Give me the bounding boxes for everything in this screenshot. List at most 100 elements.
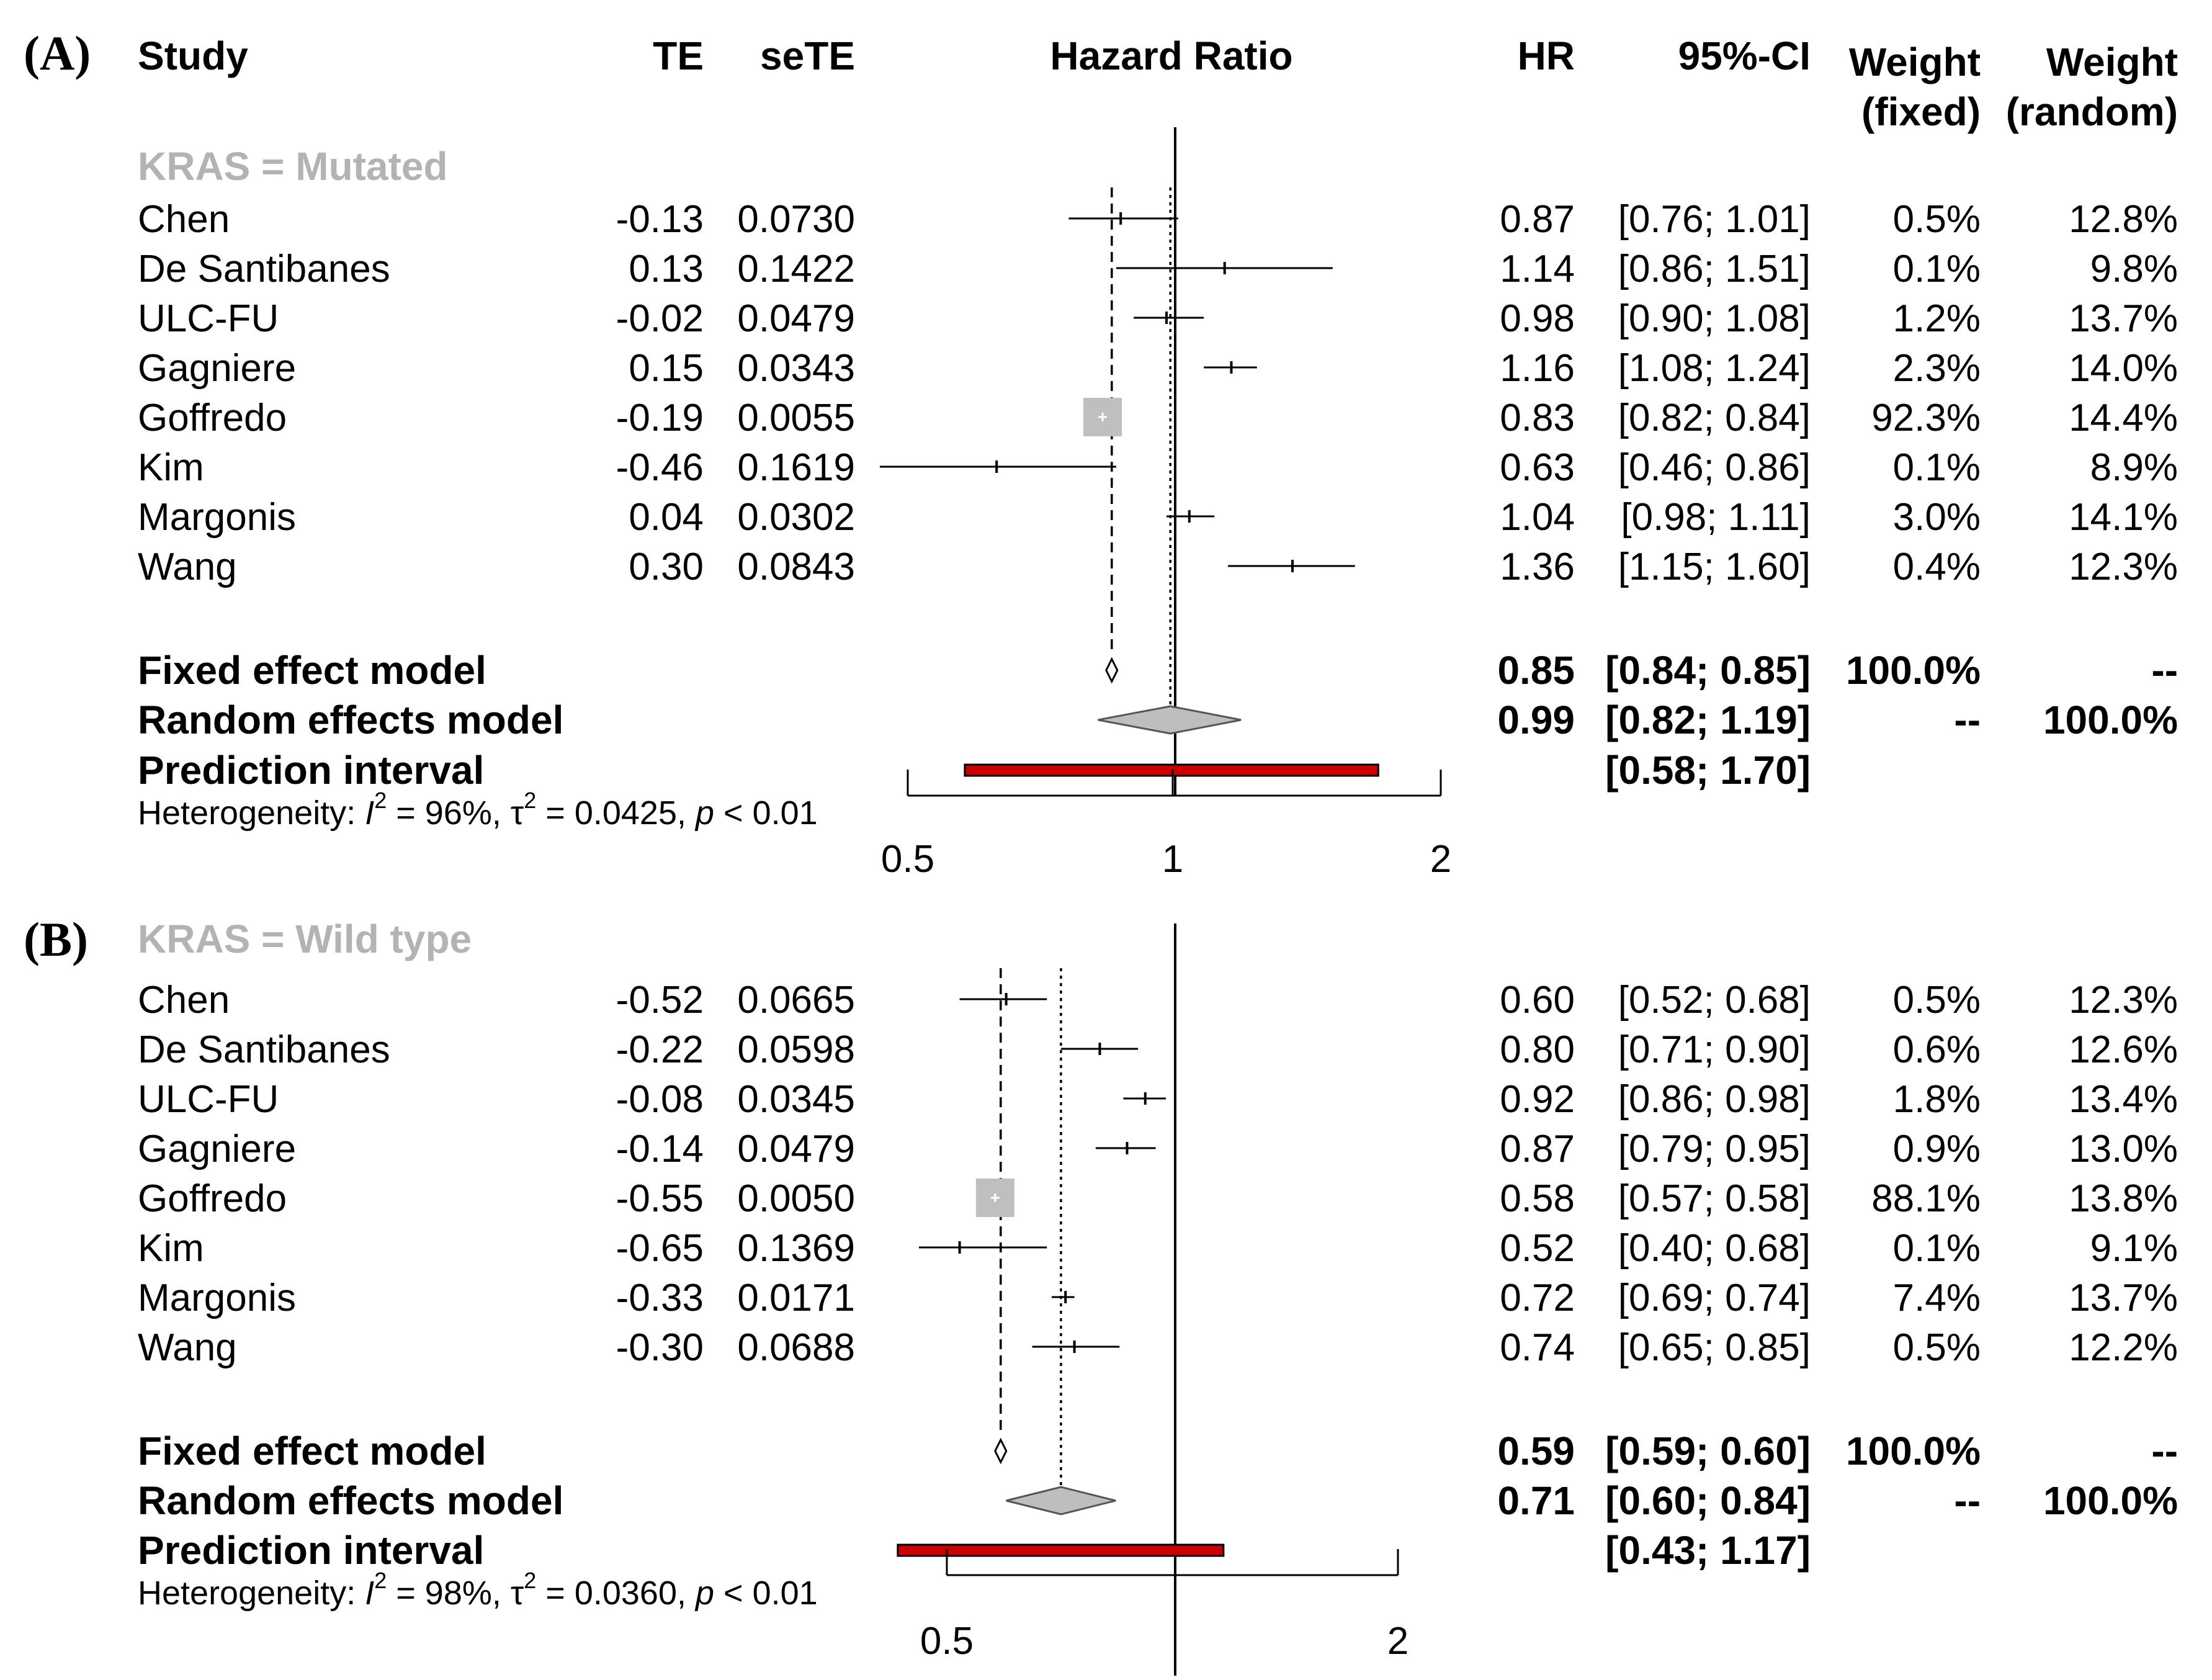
study-name: Goffredo [138, 1177, 287, 1220]
study-ci: [0.86; 0.98] [1618, 1078, 1811, 1121]
study-te: 0.15 [629, 347, 704, 390]
model-weight-fixed: 100.0% [1846, 1429, 1981, 1473]
heterogeneity-text: Heterogeneity: I2 = 96%, τ2 = 0.0425, p … [138, 788, 818, 832]
study-row: Kim -0.46 0.1619 0.63 [0.46; 0.86] 0.1% 8.9% [138, 446, 2178, 489]
fixed-effect-row: Fixed effect model 0.59 [0.59; 0.60] 100.0%… [138, 1429, 2178, 1473]
study-row: De Santibanes -0.22 0.0598 0.80 [0.71; 0.90]… [138, 1028, 2178, 1071]
model-ci: [0.82; 1.19] [1605, 698, 1811, 742]
study-name: Margonis [138, 496, 296, 539]
study-name: De Santibanes [138, 1028, 390, 1071]
study-row: Goffredo -0.19 0.0055 0.83 [0.82; 0.84] 92.3%… [138, 397, 2178, 439]
model-weight-random: -- [2151, 1429, 2178, 1473]
model-name: Fixed effect model [138, 1429, 486, 1473]
study-sete: 0.0688 [737, 1326, 855, 1369]
study-weight-fixed: 0.5% [1893, 979, 1981, 1022]
study-weight-fixed: 0.5% [1893, 198, 1981, 241]
model-name: Fixed effect model [138, 648, 486, 693]
study-row: ULC-FU -0.08 0.0345 0.92 [0.86; 0.98] 1.8% 13.… [138, 1078, 2178, 1121]
study-weight-fixed: 2.3% [1893, 347, 1981, 390]
study-weight-random: 12.2% [2069, 1326, 2178, 1369]
study-weight-fixed: 0.1% [1893, 446, 1981, 489]
model-hr: 0.59 [1497, 1429, 1575, 1473]
study-hr: 0.72 [1500, 1277, 1575, 1319]
study-name: Chen [138, 979, 230, 1022]
header-hazard-ratio: Hazard Ratio [1050, 34, 1292, 78]
random-effects-row: Random effects model 0.71 [0.60; 0.84] -- 10… [138, 1478, 2178, 1523]
model-name: Prediction interval [138, 748, 484, 793]
study-weight-random: 12.6% [2069, 1028, 2178, 1071]
study-te: 0.04 [629, 496, 704, 539]
random-effects-diamond [1006, 1486, 1116, 1516]
study-weight-random: 13.4% [2069, 1078, 2178, 1121]
study-te: -0.33 [616, 1277, 704, 1319]
study-te: -0.08 [616, 1078, 704, 1121]
study-weight-random: 14.1% [2069, 496, 2178, 539]
study-weight-random: 13.7% [2069, 1277, 2178, 1319]
study-hr: 0.74 [1500, 1326, 1575, 1369]
study-name: ULC-FU [138, 297, 279, 340]
header-weight-fixed-sub: (fixed) [1861, 89, 1981, 134]
panel-label: (A) [24, 26, 91, 80]
study-te: 0.13 [629, 248, 704, 290]
study-te: -0.22 [616, 1028, 704, 1071]
heterogeneity-text: Heterogeneity: I2 = 98%, τ2 = 0.0360, p … [138, 1568, 818, 1612]
model-name: Prediction interval [138, 1528, 484, 1573]
study-te: -0.30 [616, 1326, 704, 1369]
study-hr: 0.52 [1500, 1227, 1575, 1270]
subgroup-label: KRAS = Wild type [138, 917, 472, 961]
header-te: TE [653, 34, 704, 78]
study-weight-fixed: 1.2% [1893, 297, 1981, 340]
model-weight-random: 100.0% [2043, 1478, 2178, 1523]
tick-label: 0.5 [920, 1620, 974, 1663]
study-hr: 0.63 [1500, 446, 1575, 489]
study-te: -0.13 [616, 198, 704, 241]
study-row: De Santibanes 0.13 0.1422 1.14 [0.86; 1.51] 0… [138, 248, 2178, 290]
study-sete: 0.0345 [737, 1078, 855, 1121]
study-row: Chen -0.13 0.0730 0.87 [0.76; 1.01] 0.5% 12.8% [138, 198, 2178, 241]
random-effects-diamond [1098, 705, 1242, 735]
header-sete: seTE [760, 34, 855, 78]
study-hr: 1.16 [1500, 347, 1575, 390]
study-name: Wang [138, 546, 237, 588]
study-ci: [0.98; 1.11] [1621, 496, 1811, 539]
study-row: Goffredo -0.55 0.0050 0.58 [0.57; 0.58] 88.1%… [138, 1177, 2178, 1220]
study-name: Wang [138, 1326, 237, 1369]
model-weight-random: -- [2151, 648, 2178, 693]
study-te: -0.65 [616, 1227, 704, 1270]
study-weight-random: 8.9% [2090, 446, 2178, 489]
study-weight-random: 12.3% [2069, 979, 2178, 1022]
study-row: Gagniere 0.15 0.0343 1.16 [1.08; 1.24] 2.3% 14… [138, 347, 2178, 390]
study-ci: [1.08; 1.24] [1618, 347, 1811, 390]
study-weight-random: 9.1% [2090, 1227, 2178, 1270]
study-weight-random: 9.8% [2090, 248, 2178, 290]
study-weight-fixed: 0.6% [1893, 1028, 1981, 1071]
study-hr: 1.04 [1500, 496, 1575, 539]
prediction-bar [897, 1543, 1225, 1557]
random-effects-row: Random effects model 0.99 [0.82; 1.19] -- 10… [138, 698, 2178, 742]
study-sete: 0.0055 [737, 397, 855, 439]
subgroup-label: KRAS = Mutated [138, 144, 448, 189]
fixed-effect-row: Fixed effect model 0.85 [0.84; 0.85] 100.0%… [138, 648, 2178, 693]
study-ci: [0.69; 0.74] [1618, 1277, 1811, 1319]
study-weight-fixed: 0.4% [1893, 546, 1981, 588]
study-te: -0.46 [616, 446, 704, 489]
study-row: Kim -0.65 0.1369 0.52 [0.40; 0.68] 0.1% 9.1% [138, 1227, 2178, 1270]
study-name: Chen [138, 198, 230, 241]
study-ci: [0.90; 1.08] [1618, 297, 1811, 340]
study-sete: 0.0843 [737, 546, 855, 588]
x-axis: 0.5 1 2 [881, 770, 1451, 881]
tick-label: 1 [1162, 838, 1183, 881]
study-row: Chen -0.52 0.0665 0.60 [0.52; 0.68] 0.5% 12.3% [138, 979, 2178, 1022]
study-row: Wang 0.30 0.0843 1.36 [1.15; 1.60] 0.4% 12.3% [138, 546, 2178, 588]
study-sete: 0.0050 [737, 1177, 855, 1220]
study-hr: 1.36 [1500, 546, 1575, 588]
study-hr: 0.92 [1500, 1078, 1575, 1121]
study-weight-random: 12.3% [2069, 546, 2178, 588]
study-hr: 0.80 [1500, 1028, 1575, 1071]
study-weight-fixed: 0.9% [1893, 1128, 1981, 1170]
study-ci: [0.86; 1.51] [1618, 248, 1811, 290]
panel-label: (B) [24, 912, 88, 966]
fixed-effect-diamond [994, 1437, 1008, 1465]
model-ci: [0.60; 0.84] [1605, 1478, 1811, 1523]
